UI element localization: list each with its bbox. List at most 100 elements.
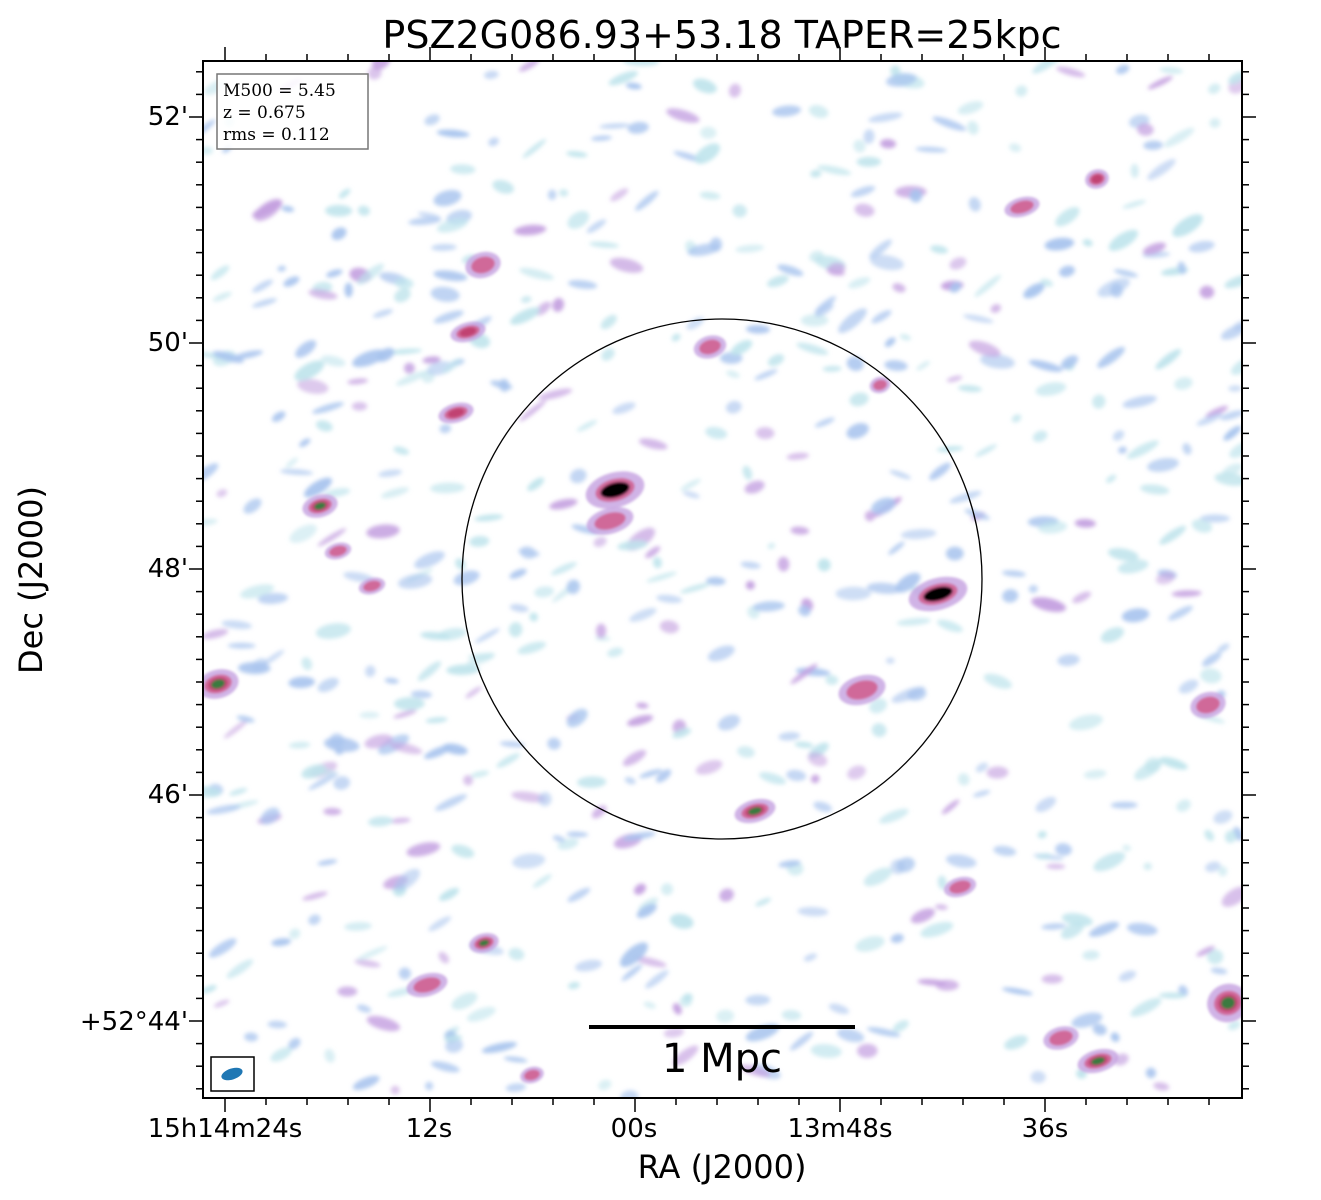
noise-blob <box>326 269 343 278</box>
noise-blob <box>203 463 219 483</box>
noise-blob <box>866 582 902 594</box>
noise-blob <box>538 388 573 400</box>
noise-blob <box>233 350 263 360</box>
noise-blob <box>364 734 393 749</box>
noise-blob <box>453 570 480 586</box>
noise-blob <box>280 469 314 476</box>
noise-blob <box>656 594 683 604</box>
noise-blob <box>717 714 741 731</box>
y-tick-label: 46' <box>148 780 188 810</box>
noise-blob <box>424 1081 434 1091</box>
noise-blob <box>796 342 829 355</box>
noise-blob <box>601 348 615 361</box>
noise-blob <box>445 1038 464 1053</box>
noise-blob <box>1097 278 1130 297</box>
noise-blob <box>414 551 445 569</box>
noise-blob <box>946 375 963 383</box>
noise-blob <box>331 227 347 241</box>
noise-blob <box>535 301 552 316</box>
radio-source <box>211 679 225 689</box>
noise-blob <box>899 333 911 341</box>
noise-blob <box>438 951 450 964</box>
noise-blob <box>389 742 423 755</box>
noise-blob <box>240 584 275 599</box>
noise-blob <box>1074 518 1096 528</box>
noise-blob <box>814 417 835 428</box>
noise-blob <box>254 198 282 221</box>
noise-blob <box>591 135 612 141</box>
noise-blob <box>700 126 717 139</box>
noise-blob <box>1082 239 1093 247</box>
noise-blob <box>663 1027 685 1038</box>
noise-blob <box>622 749 647 767</box>
noise-blob <box>1127 922 1158 936</box>
noise-blob <box>439 887 460 901</box>
noise-blob <box>937 875 947 890</box>
noise-blob <box>393 446 410 455</box>
noise-blob <box>1200 668 1222 684</box>
noise-blob <box>1118 446 1127 454</box>
source-emission <box>203 169 1242 1084</box>
noise-blob <box>740 1064 771 1078</box>
noise-blob <box>671 333 681 342</box>
noise-blob <box>672 728 692 739</box>
noise-blob <box>1036 853 1052 860</box>
noise-blob <box>1143 140 1163 150</box>
noise-blob <box>725 400 742 414</box>
noise-blob <box>514 224 547 236</box>
noise-blob <box>406 842 441 857</box>
noise-blob <box>1142 242 1166 255</box>
noise-blob <box>609 257 644 273</box>
noise-blob <box>465 686 482 699</box>
noise-blob <box>308 914 321 925</box>
noise-blob <box>297 378 329 394</box>
noise-blob <box>949 282 962 293</box>
radio-source <box>1010 200 1034 214</box>
noise-blob <box>1011 414 1022 423</box>
noise-blob <box>1037 521 1068 534</box>
noise-blob <box>868 112 903 123</box>
noise-blob <box>1088 921 1120 937</box>
noise-blob <box>1093 851 1126 872</box>
noise-blob <box>397 573 433 589</box>
noise-blob <box>496 753 521 768</box>
noise-blob <box>1122 395 1157 408</box>
y-tick-label: 52' <box>148 102 188 132</box>
noise-blob <box>895 572 921 593</box>
scale-bar-label: 1 Mpc <box>662 1036 782 1082</box>
noise-blob <box>1224 830 1237 843</box>
noise-blob <box>737 746 755 758</box>
radio-source <box>949 880 971 894</box>
noise-blob <box>538 792 552 807</box>
noise-blob <box>967 120 979 135</box>
noise-blob <box>767 275 789 288</box>
noise-blob <box>567 210 590 229</box>
noise-blob <box>1176 799 1191 812</box>
noise-blob <box>1134 760 1162 780</box>
noise-blob <box>730 340 753 356</box>
noise-blob <box>289 928 301 940</box>
noise-blob <box>633 883 647 895</box>
radio-source <box>363 580 381 592</box>
noise-blob <box>990 304 1002 313</box>
noise-blob <box>481 1041 517 1054</box>
noise-blob <box>638 438 668 450</box>
beam-indicator <box>210 1056 255 1092</box>
noise-blob <box>430 1061 460 1073</box>
noise-blob <box>890 933 904 944</box>
noise-blob <box>612 402 636 415</box>
noise-blob <box>719 352 743 364</box>
noise-blob <box>257 592 289 605</box>
noise-blob <box>957 101 984 115</box>
radio-source <box>923 586 953 602</box>
noise-blob <box>595 623 607 639</box>
radio-source <box>748 807 762 815</box>
noise-blob <box>1035 796 1057 812</box>
noise-blob <box>552 835 566 843</box>
noise-blob <box>586 219 607 234</box>
noise-blob <box>550 562 577 576</box>
noise-blob <box>1209 118 1221 128</box>
x-axis-label: RA (J2000) <box>638 1148 807 1186</box>
noise-blob <box>244 1032 259 1042</box>
noise-blob <box>1002 987 1033 996</box>
